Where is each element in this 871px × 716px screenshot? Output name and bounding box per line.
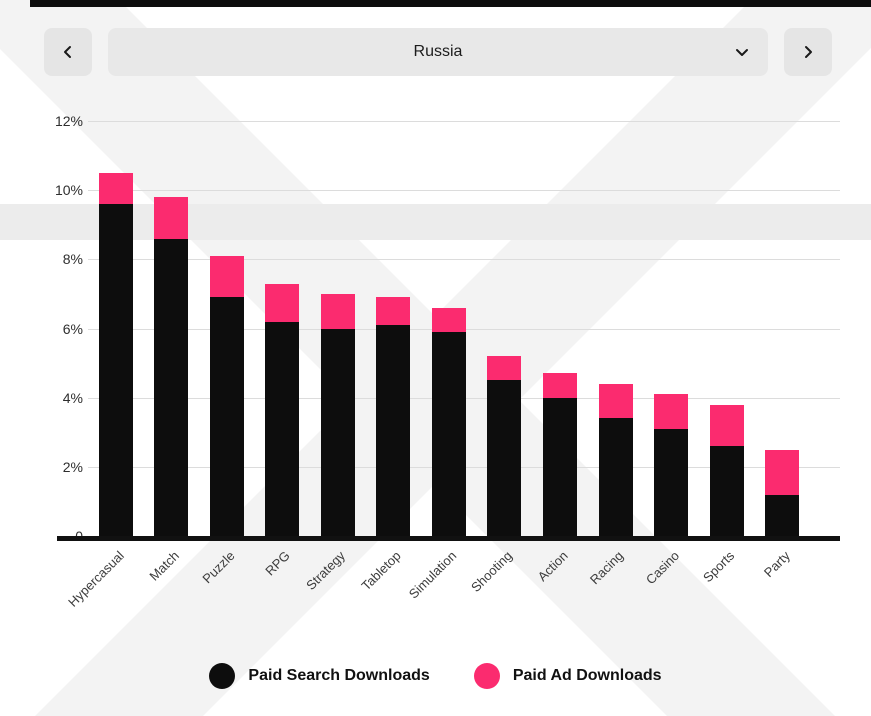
y-axis-tick-label: 6% [62,320,83,337]
bar-segment-shooting[interactable] [487,356,522,381]
bar-group-casino: Casino [642,121,689,587]
x-axis-category-label: Action [534,548,571,585]
bar-group-rpg: RPG [262,121,300,579]
bar-group-action: Action [534,121,578,584]
plot-area: Hypercasual Match Puzzle RPG Strategy Tableto… [65,121,840,610]
bar-segment-casino[interactable] [654,428,689,536]
bar-group-shooting: Shooting [468,121,522,595]
bar-segment-simulation[interactable] [431,331,466,536]
bar-segment-strategy[interactable] [320,328,355,536]
country-selector-header: Russia [44,28,832,76]
gridline [88,121,840,122]
x-axis-category-label: Casino [642,548,682,588]
x-axis-category-label: Strategy [303,548,349,593]
bar-segment-hypercasual[interactable] [98,204,133,536]
bar-segment-shooting[interactable] [487,380,522,536]
bar-segment-action[interactable] [543,397,578,536]
top-accent-bar [30,0,871,7]
x-axis-category-label: Match [146,548,182,584]
bar-segment-party[interactable] [765,449,800,495]
legend-label: Paid Ad Downloads [512,667,662,684]
x-axis-category-label: Party [760,548,793,581]
bar-group-simulation: Simulation [406,121,466,602]
gridline [88,259,840,261]
y-axis-tick-label: 12% [54,113,83,129]
bar-group-racing: Racing [587,121,633,587]
bar-segment-casino[interactable] [654,394,689,429]
bars-container: Hypercasual Match Puzzle RPG Strategy Tableto… [65,121,810,610]
chevron-left-icon [64,46,71,58]
x-axis-category-label: Puzzle [199,548,238,587]
bar-group-match: Match [146,121,189,584]
y-axis-tick-label: 10% [54,182,83,199]
country-dropdown[interactable]: Russia [108,28,768,76]
legend-item: Paid Ad Downloads [473,663,662,689]
x-axis-category-label: Sports [700,548,738,586]
bar-segment-match[interactable] [154,197,189,239]
gridline [88,190,840,192]
legend-swatch-circle-icon [473,663,500,689]
bar-segment-match[interactable] [154,238,189,536]
bar-group-puzzle: Puzzle [199,121,244,586]
prev-country-button[interactable] [44,28,92,76]
x-axis-line [57,536,840,541]
bar-segment-racing[interactable] [598,383,633,419]
bar-segment-action[interactable] [543,373,578,398]
bar-group-sports: Sports [700,121,744,585]
x-axis-category-label: Simulation [406,548,460,602]
legend-item: Paid Search Downloads [209,663,430,689]
bar-segment-puzzle[interactable] [209,297,244,536]
country-dropdown-value: Russia [413,43,463,60]
bar-segment-rpg[interactable] [265,283,300,322]
chevron-down-icon [736,49,748,56]
x-axis-category-label: RPG [262,548,293,579]
bar-segment-racing[interactable] [598,418,633,536]
y-axis-tick-label: 2% [62,458,83,475]
bar-group-strategy: Strategy [304,121,355,593]
x-axis-category-label: Shooting [468,548,516,595]
legend-label: Paid Search Downloads [248,667,430,684]
bar-segment-tabletop[interactable] [376,297,411,326]
x-axis-category-label: Racing [586,548,627,588]
y-axis-tick-label: 8% [62,251,83,268]
x-axis-category-label: Hypercasual [64,548,127,610]
bar-group-hypercasual: Hypercasual [65,121,133,610]
bar-segment-strategy[interactable] [320,293,355,329]
bar-segment-rpg[interactable] [265,321,300,536]
bar-segment-party[interactable] [765,494,800,536]
bar-group-party: Party [761,121,800,580]
bar-segment-simulation[interactable] [431,307,466,332]
legend-swatch-circle-icon [209,663,236,689]
bar-segment-tabletop[interactable] [376,325,411,536]
chevron-right-icon [805,46,812,58]
bar-segment-sports[interactable] [709,404,744,447]
bar-group-tabletop: Tabletop [359,121,411,593]
next-country-button[interactable] [784,28,832,76]
bar-segment-sports[interactable] [709,446,744,536]
y-axis-tick-label: 4% [62,389,83,406]
bar-segment-puzzle[interactable] [209,255,244,298]
bar-segment-hypercasual[interactable] [98,172,133,204]
x-axis-category-label: Tabletop [358,548,405,594]
legend: Paid Search Downloads Paid Ad Downloads [0,663,871,689]
